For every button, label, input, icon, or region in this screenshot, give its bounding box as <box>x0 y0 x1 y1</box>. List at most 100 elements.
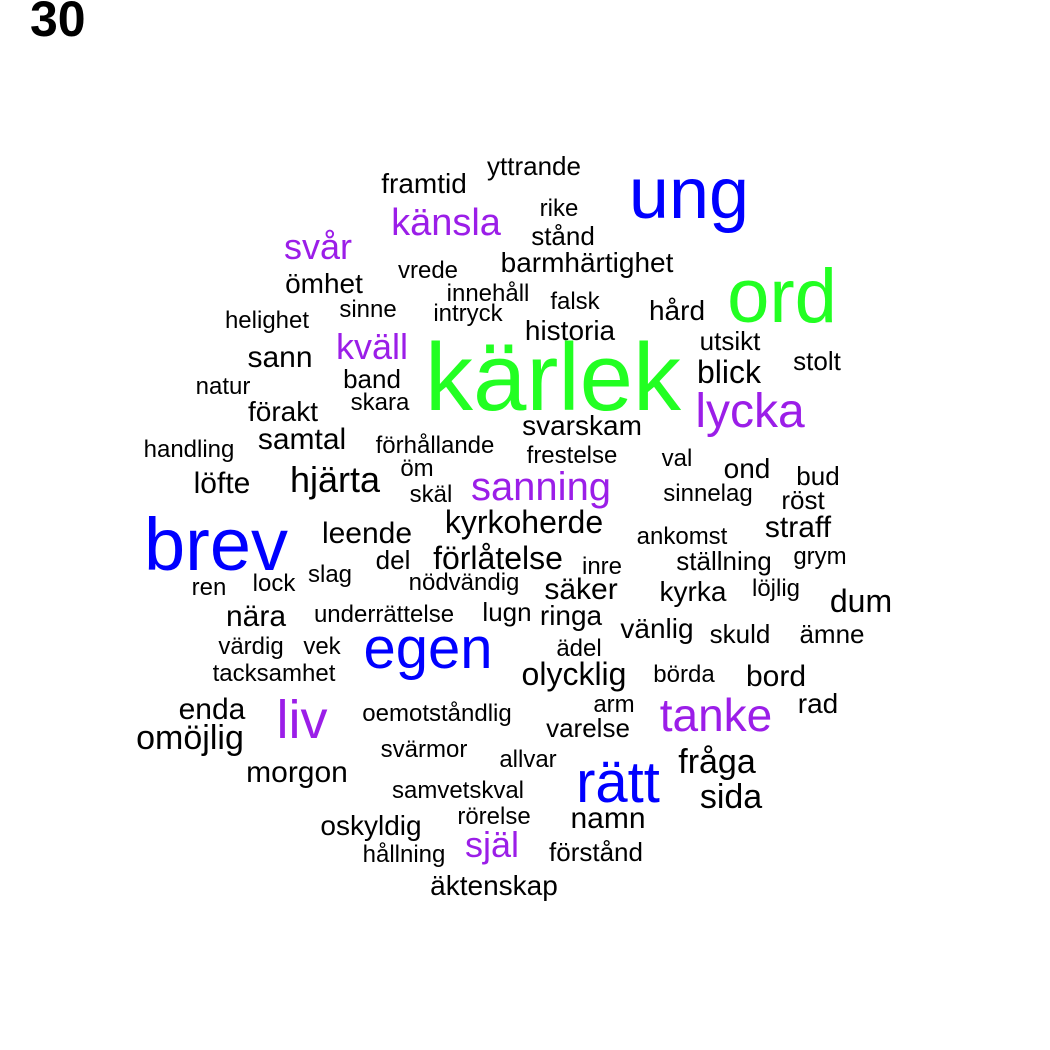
cloud-word: innehåll <box>446 280 530 307</box>
cloud-word: slag <box>307 561 353 588</box>
panel-number: 30 <box>30 0 86 47</box>
cloud-word: skäl <box>409 481 453 508</box>
cloud-word: värdig <box>218 633 284 660</box>
cloud-word: intryck <box>433 300 503 327</box>
cloud-word: skuld <box>709 619 771 649</box>
cloud-word: lycka <box>695 385 805 438</box>
cloud-word: vänlig <box>620 613 694 644</box>
cloud-word: helighet <box>224 307 310 334</box>
cloud-word: förlåtelse <box>433 540 563 576</box>
cloud-word: omöjlig <box>136 719 244 757</box>
cloud-word: falsk <box>550 288 600 315</box>
cloud-word: rörelse <box>457 803 531 830</box>
cloud-word: bud <box>796 461 840 491</box>
cloud-word: ord <box>727 254 837 339</box>
cloud-word: rad <box>797 688 839 719</box>
cloud-word: natur <box>195 373 251 400</box>
cloud-word: ställning <box>676 546 772 576</box>
cloud-word: skara <box>350 389 410 416</box>
cloud-word: röst <box>781 485 825 515</box>
cloud-word: frestelse <box>526 442 618 469</box>
cloud-word: ren <box>191 574 227 601</box>
cloud-word: straff <box>764 511 832 544</box>
cloud-word: enda <box>178 693 246 726</box>
cloud-word: egen <box>363 616 493 681</box>
cloud-word: tacksamhet <box>212 660 336 687</box>
cloud-word: förakt <box>247 396 319 427</box>
cloud-word: framtid <box>381 168 467 199</box>
cloud-word: rike <box>539 195 579 222</box>
cloud-word: stolt <box>793 346 841 376</box>
cloud-word: äktenskap <box>430 870 558 901</box>
cloud-word: svärmor <box>380 736 468 763</box>
cloud-word: ringa <box>539 600 603 631</box>
cloud-word: blick <box>696 354 762 390</box>
cloud-word: sann <box>247 341 313 374</box>
cloud-word: val <box>661 445 693 472</box>
cloud-word: leende <box>321 517 413 550</box>
cloud-word: hård <box>648 295 706 326</box>
cloud-word: underrättelse <box>313 601 455 628</box>
cloud-word: morgon <box>246 756 348 789</box>
cloud-word: historia <box>524 315 616 346</box>
cloud-word: löjlig <box>751 575 801 602</box>
cloud-word: hållning <box>362 841 446 868</box>
cloud-word: ung <box>628 154 750 234</box>
cloud-word: sanning <box>470 465 612 509</box>
cloud-word: oemotståndlig <box>362 700 512 727</box>
cloud-word: namn <box>570 802 646 835</box>
cloud-word: samvetskval <box>391 777 525 804</box>
cloud-word: allvar <box>499 746 557 773</box>
cloud-word: del <box>375 545 411 575</box>
cloud-word: ömhet <box>285 268 363 299</box>
cloud-word: dum <box>829 583 893 619</box>
cloud-word: förhållande <box>375 432 495 459</box>
cloud-word: grym <box>793 543 847 570</box>
cloud-word: vrede <box>397 257 459 284</box>
cloud-word: handling <box>143 436 235 463</box>
cloud-word: bord <box>745 660 807 693</box>
cloud-word: ämne <box>799 619 865 649</box>
cloud-word: svår <box>283 226 353 267</box>
cloud-word: sinne <box>339 296 397 323</box>
cloud-word: kyrkoherde <box>444 504 604 540</box>
cloud-word: inre <box>581 553 623 580</box>
cloud-word: nära <box>225 600 287 633</box>
cloud-word: förstånd <box>549 837 643 867</box>
cloud-word: vek <box>303 633 341 660</box>
cloud-word: utsikt <box>699 326 761 356</box>
cloud-word: själ <box>464 824 520 865</box>
cloud-word: arm <box>593 691 635 718</box>
cloud-word: band <box>343 364 401 394</box>
cloud-word: varelse <box>546 713 630 743</box>
cloud-word: sinnelag <box>663 480 753 507</box>
cloud-word: lugn <box>482 597 532 627</box>
cloud-word: nödvändig <box>408 569 520 596</box>
cloud-word: samtal <box>257 423 347 456</box>
cloud-word: ankomst <box>636 523 728 550</box>
cloud-word: svarskam <box>522 410 642 441</box>
cloud-word: brev <box>144 503 288 586</box>
cloud-word: ond <box>723 453 771 484</box>
cloud-word: öm <box>400 455 434 482</box>
cloud-word: ädel <box>556 635 602 662</box>
cloud-word: oskyldig <box>320 810 422 841</box>
cloud-word: kväll <box>335 326 409 367</box>
cloud-word: liv <box>276 690 328 750</box>
cloud-word: stånd <box>531 221 595 251</box>
cloud-word: kyrka <box>659 576 727 607</box>
cloud-word: barmhärtighet <box>500 247 674 278</box>
cloud-word: rätt <box>576 750 660 815</box>
cloud-word: känsla <box>391 202 501 244</box>
cloud-word: lock <box>252 570 296 597</box>
cloud-word: olycklig <box>521 656 627 692</box>
cloud-word: fråga <box>678 743 756 781</box>
cloud-word: löfte <box>193 467 251 500</box>
cloud-word: säker <box>544 573 618 606</box>
cloud-word: tanke <box>659 689 773 741</box>
cloud-word: börda <box>653 661 715 688</box>
cloud-word: sida <box>699 778 763 816</box>
cloud-word: kärlek <box>424 324 682 431</box>
cloud-word: yttrande <box>487 151 581 181</box>
